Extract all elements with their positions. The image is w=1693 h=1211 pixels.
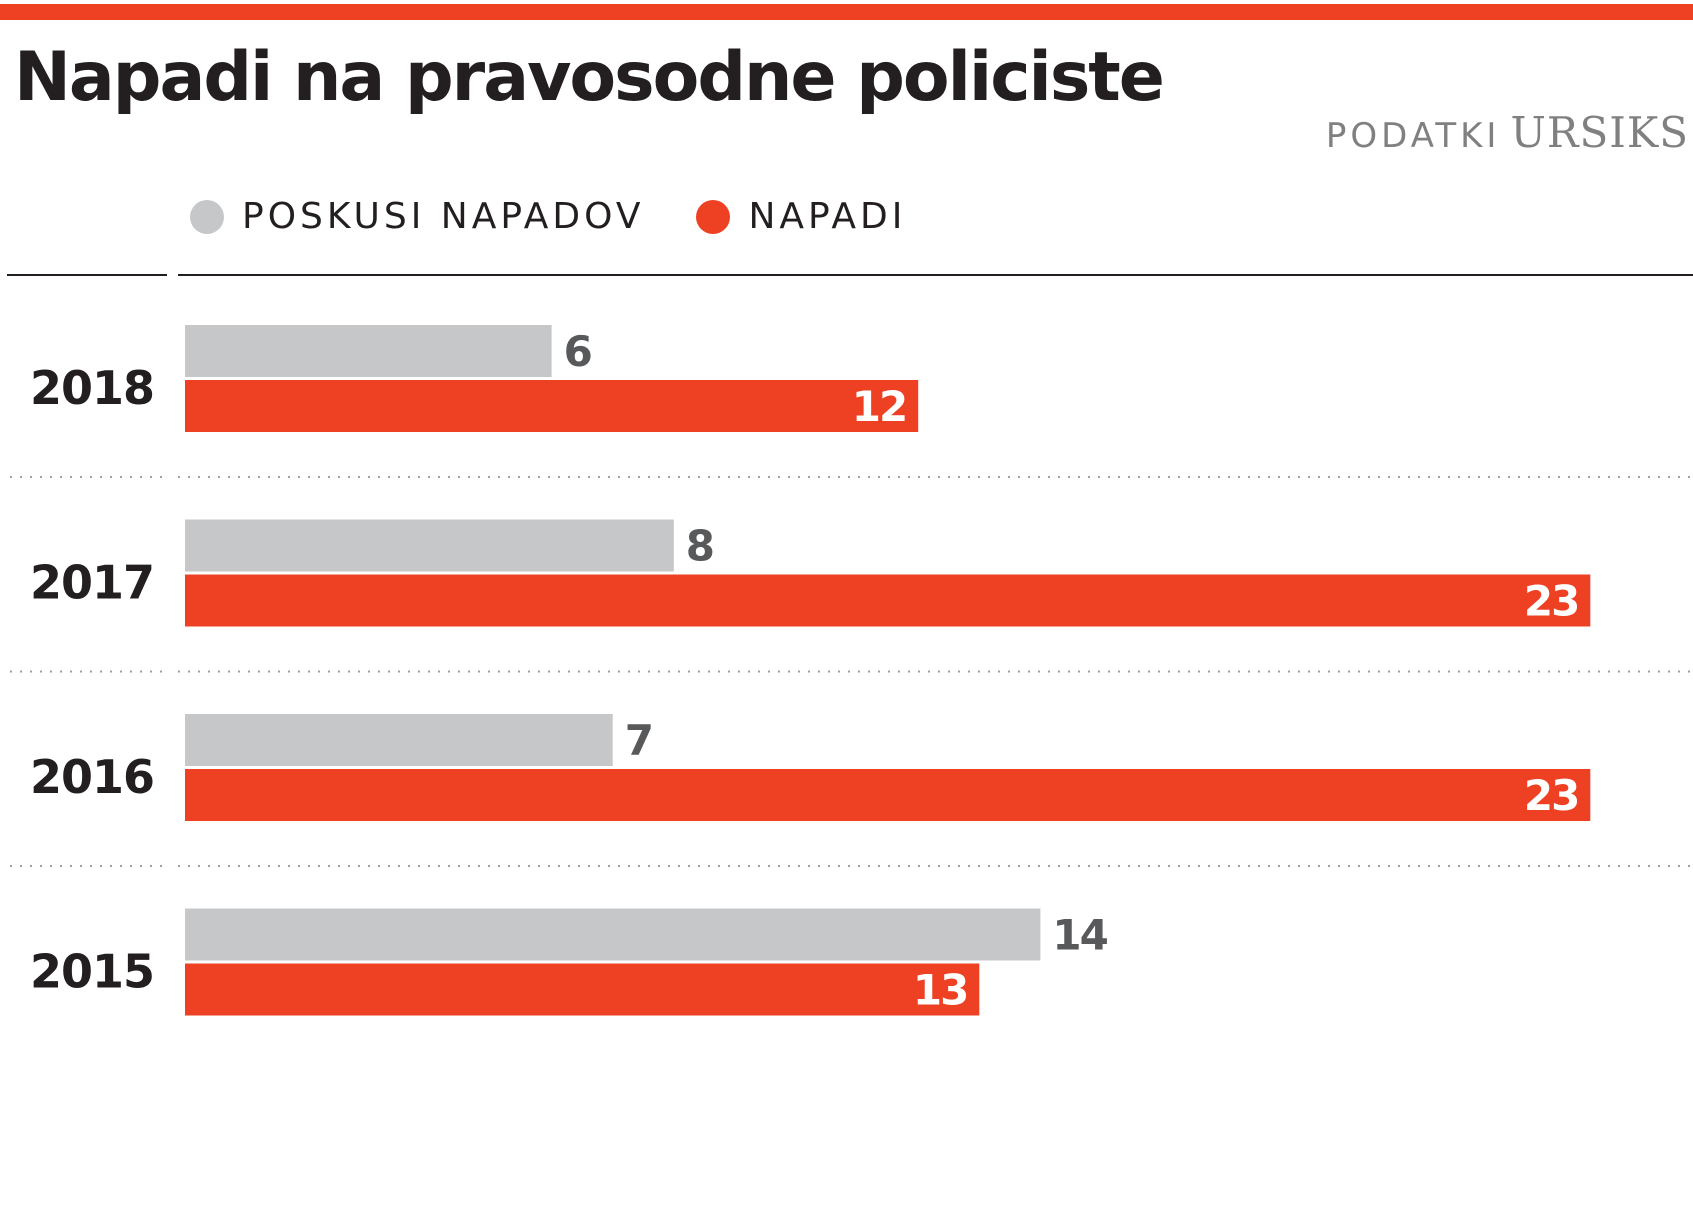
data-label-napadi-2015: 13 xyxy=(913,966,967,1015)
category-label-2015: 2015 xyxy=(30,945,154,999)
data-label-poskusi-2018: 6 xyxy=(564,327,591,376)
legend-label-napadi: NAPADI xyxy=(748,196,907,237)
data-label-poskusi-2015: 14 xyxy=(1052,911,1107,960)
source-name: URSIKS xyxy=(1510,108,1689,157)
chart-title: Napadi na pravosodne policiste xyxy=(14,38,1165,117)
data-label-napadi-2017: 23 xyxy=(1524,577,1578,626)
legend-item-poskusi: POSKUSI NAPADOV xyxy=(190,196,644,237)
bar-napadi-2015 xyxy=(185,963,980,1016)
data-label-poskusi-2017: 8 xyxy=(686,522,713,571)
category-label-2017: 2017 xyxy=(30,556,154,610)
category-label-2016: 2016 xyxy=(30,750,154,804)
bar-poskusi-2016 xyxy=(185,714,613,766)
bar-poskusi-2015 xyxy=(185,908,1041,961)
chart-legend: POSKUSI NAPADOV NAPADI xyxy=(190,196,958,237)
source-credit: PODATKI URSIKS xyxy=(1326,108,1689,157)
bar-napadi-2018 xyxy=(185,380,919,432)
data-label-napadi-2018: 12 xyxy=(852,382,906,431)
category-label-2018: 2018 xyxy=(30,361,154,415)
top-accent-rule xyxy=(0,4,1693,20)
data-label-poskusi-2016: 7 xyxy=(625,716,652,765)
legend-swatch-poskusi xyxy=(190,199,224,234)
legend-label-poskusi: POSKUSI NAPADOV xyxy=(242,196,645,237)
bar-napadi-2016 xyxy=(185,769,1591,821)
bar-napadi-2017 xyxy=(185,574,1591,627)
bar-poskusi-2018 xyxy=(185,325,552,377)
legend-item-napadi: NAPADI xyxy=(696,196,906,237)
bar-poskusi-2017 xyxy=(185,519,674,572)
data-label-napadi-2016: 23 xyxy=(1524,771,1578,820)
source-label: PODATKI xyxy=(1325,116,1501,156)
legend-swatch-napadi xyxy=(696,199,731,234)
